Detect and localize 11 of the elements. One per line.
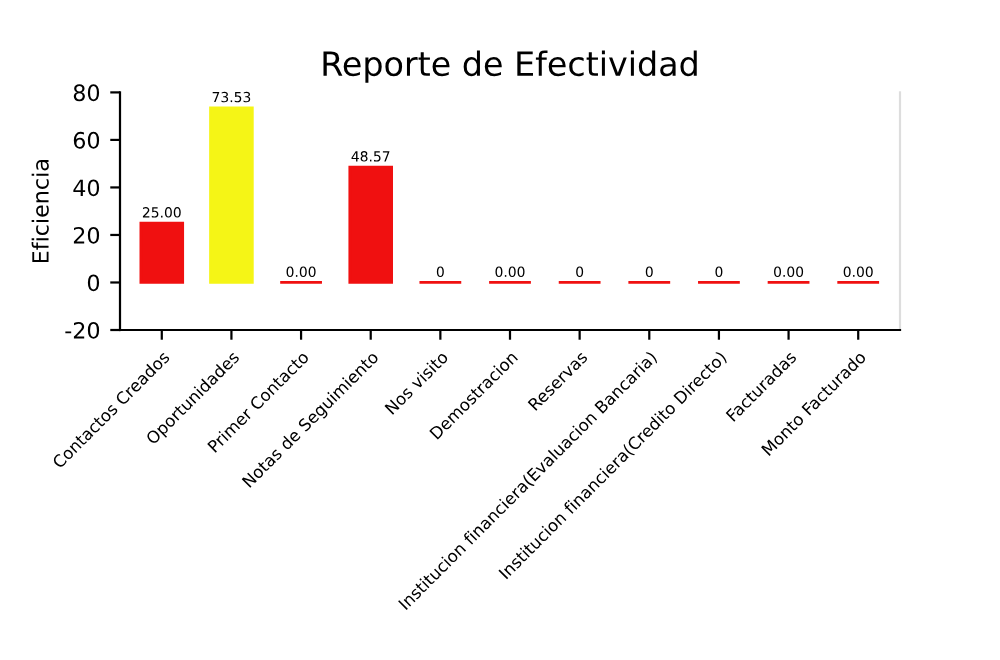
y-tick-label: 40 [73,179,100,197]
y-tick-label: 60 [73,131,100,149]
bar [139,221,185,284]
y-tick-label: 0 [87,274,100,292]
y-tick-label: 20 [73,226,100,244]
y-axis-title: Eficiencia [31,160,49,263]
y-tick-label: -20 [65,321,100,339]
bar [348,165,393,284]
chart-title: Reporte de Efectividad [323,50,697,83]
y-tick-label: 80 [73,84,100,102]
bar [209,106,254,284]
